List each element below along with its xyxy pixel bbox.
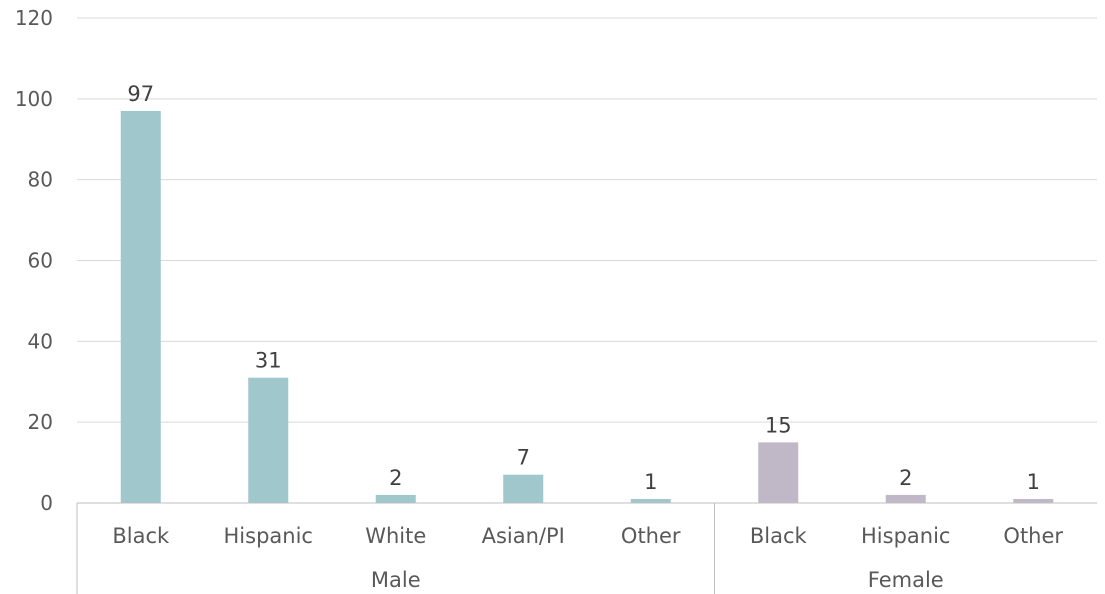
category-label: Black	[750, 524, 808, 548]
bar	[375, 494, 416, 503]
group-label: Female	[868, 568, 944, 592]
data-label: 1	[1027, 470, 1040, 494]
bars	[120, 110, 1054, 503]
y-tick-label: 80	[28, 168, 53, 192]
data-label: 15	[765, 413, 792, 437]
category-label: Asian/PI	[482, 524, 565, 548]
category-label: Hispanic	[224, 524, 313, 548]
category-label: Other	[1003, 524, 1063, 548]
y-tick-label: 60	[28, 249, 53, 273]
bar	[758, 442, 799, 503]
bar	[120, 110, 161, 503]
bar	[503, 474, 544, 503]
bar	[885, 494, 926, 503]
x-axis	[76, 502, 1097, 594]
category-label: Black	[112, 524, 170, 548]
x-axis-group-labels: Male Female	[371, 568, 944, 592]
gridlines	[77, 17, 1097, 423]
x-axis-category-labels: Black Hispanic White Asian/PI Other Black Hisp…	[112, 524, 1063, 548]
y-axis-tick-labels: 0 20 40 60 80 100 120	[15, 6, 53, 515]
group-label: Male	[371, 568, 421, 592]
bar	[248, 377, 289, 503]
y-tick-label: 0	[40, 491, 53, 515]
bar	[1013, 498, 1054, 503]
y-tick-label: 100	[15, 87, 53, 111]
data-label: 1	[644, 470, 657, 494]
category-label: Other	[621, 524, 681, 548]
y-tick-label: 20	[28, 410, 53, 434]
data-label: 2	[389, 466, 402, 490]
data-label: 97	[127, 82, 154, 106]
data-label: 2	[899, 466, 912, 490]
y-tick-label: 40	[28, 329, 53, 353]
data-label: 7	[517, 446, 530, 470]
data-label: 31	[255, 349, 282, 373]
category-label: Hispanic	[861, 524, 950, 548]
category-label: White	[365, 524, 426, 548]
data-labels: 97 31 2 7 1 15 2 1	[127, 82, 1040, 494]
bar	[630, 498, 671, 503]
y-tick-label: 120	[15, 6, 53, 30]
